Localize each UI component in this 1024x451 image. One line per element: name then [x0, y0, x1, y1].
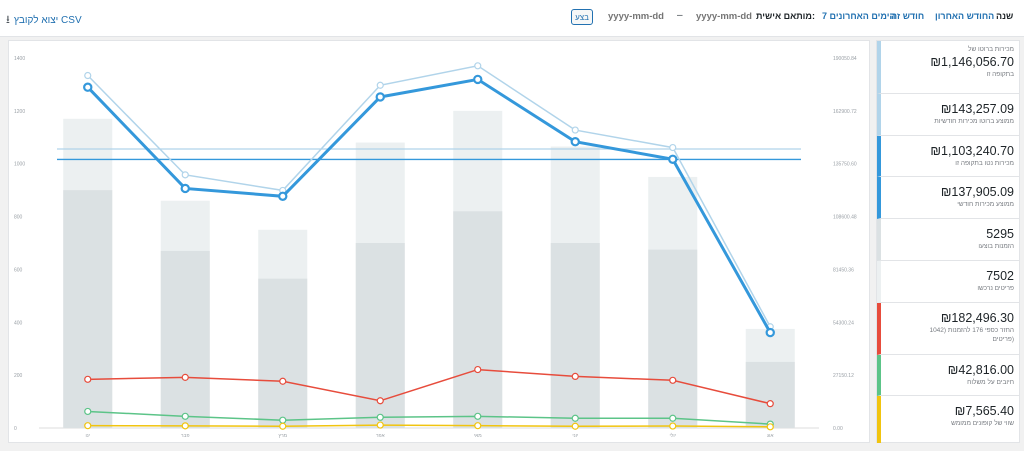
series-point [376, 81, 384, 89]
series-point [474, 62, 482, 70]
series-point [181, 412, 189, 420]
series-point [181, 422, 189, 430]
x-axis-tick-label: מאי [474, 433, 482, 439]
sales-chart: 0 200 400 600 800 1000 1200 1400 0.00 27150.12 543… [14, 56, 857, 439]
series-point [669, 422, 677, 430]
series-point [669, 143, 677, 152]
series-point [376, 413, 384, 421]
x-axis-tick-label: יוני [572, 433, 578, 439]
stat-net-average[interactable]: ₪137,905.09 ממוצע מכירות חודשי [877, 177, 1020, 219]
bar [550, 243, 600, 428]
series-point [279, 422, 287, 430]
series-point [84, 407, 92, 416]
tab-year[interactable]: שנה [996, 11, 1014, 21]
stat-orders-placed[interactable]: 5295 הזמנות בוצעו [877, 219, 1020, 261]
sales-chart-panel: 0 200 400 600 800 1000 1200 1400 0.00 27150.12 543… [8, 40, 870, 443]
series-point [376, 397, 384, 405]
series-line [87, 424, 771, 428]
date-to-input[interactable] [602, 10, 670, 23]
x-axis-tick-label: אוג [767, 433, 774, 439]
series-point [669, 414, 677, 422]
bar [160, 250, 210, 428]
series-point [570, 137, 580, 147]
series-line [86, 77, 772, 334]
right-axis-tick-label: 81450.36 [833, 267, 854, 273]
left-axis-tick-label: 200 [14, 373, 23, 379]
bar [63, 190, 113, 428]
series-point [84, 71, 92, 80]
bar [745, 361, 795, 428]
right-axis-tick-label: 108600.48 [833, 215, 857, 221]
right-axis-tick-label: 135750.60 [833, 162, 857, 168]
date-separator: – [677, 10, 683, 21]
series-point [766, 400, 774, 408]
left-axis-tick-label: 400 [14, 320, 23, 326]
stat-gross-sales[interactable]: מכירות ברוטו של ₪1,146,056.70 בתקופה זו [877, 41, 1020, 94]
series-point [571, 372, 579, 380]
x-axis-tick-label: מרץ [278, 433, 287, 439]
tab-last-month[interactable]: החודש האחרון [935, 11, 995, 21]
series-point [571, 414, 579, 422]
series-point [83, 82, 93, 92]
stat-refunds[interactable]: ₪182,496.30 החזר כספי 176 להזמנות (1042 … [877, 303, 1020, 355]
tab-last-7-days[interactable]: 7 הימים האחרונים [822, 11, 896, 21]
stat-items-purchased[interactable]: 7502 פריטים נרכשו [877, 261, 1020, 303]
export-csv-link[interactable]: ⭳ יצוא לקובץ CSV [6, 11, 82, 30]
series-point [474, 365, 482, 374]
bar [453, 211, 503, 428]
stat-shipping[interactable]: ₪42,816.00 חיובים על משלוח [877, 355, 1020, 396]
series-point [375, 92, 385, 102]
stat-net-sales[interactable]: ₪1,103,240.70 מכירות נטו בתקופה זו [877, 136, 1020, 177]
bar [258, 278, 308, 428]
stat-coupons[interactable]: ₪7,565.40 שווי של קופונים ממומש [877, 396, 1020, 443]
right-axis-tick-label: 54300.24 [833, 320, 854, 326]
x-axis-tick-label: ינו [85, 433, 90, 439]
series-point [181, 373, 189, 381]
series-point [765, 327, 775, 338]
x-axis-tick-label: פבר [181, 433, 190, 439]
apply-button[interactable]: בצע [571, 9, 593, 25]
series-point [473, 74, 483, 85]
series-point [84, 422, 92, 430]
series-line [87, 64, 771, 328]
series-line [87, 368, 771, 405]
bar [648, 249, 698, 428]
custom-range-label: מותאם אישית: [756, 11, 815, 21]
series-point [180, 183, 190, 194]
download-icon: ⭳ [6, 14, 10, 26]
left-axis-tick-label: 800 [14, 215, 23, 221]
series-point [571, 126, 579, 134]
right-axis-tick-label: 190050.84 [833, 56, 857, 62]
export-csv-label: יצוא לקובץ CSV [13, 15, 82, 26]
stat-gross-average[interactable]: ₪143,257.09 ממוצע ברוטו מכירות חודשיות [877, 94, 1020, 136]
series-point [766, 423, 774, 431]
x-axis-tick-label: אפר [376, 433, 386, 439]
series-point [474, 412, 482, 420]
right-axis-tick-label: 0.00 [833, 426, 843, 432]
report-toolbar: ⭳ יצוא לקובץ CSV בצע – מותאם אישית: 7 הי… [0, 0, 1024, 37]
series-point [181, 171, 189, 179]
left-axis-tick-label: 1200 [14, 109, 25, 115]
series-point [474, 422, 482, 430]
series-point [376, 421, 384, 429]
tab-this-month[interactable]: חודש זה [891, 11, 925, 21]
series-point [279, 416, 287, 424]
series-point [669, 376, 677, 384]
series-point [279, 377, 287, 385]
series-line [87, 410, 771, 425]
series-point [668, 154, 678, 164]
right-axis-tick-label: 162900.72 [833, 109, 857, 115]
x-axis-tick-label: יולי [669, 432, 676, 439]
left-axis-tick-label: 1000 [14, 162, 25, 168]
left-axis-tick-label: 1400 [14, 56, 25, 62]
left-axis-tick-label: 600 [14, 267, 23, 273]
stats-legend: מכירות ברוטו של ₪1,146,056.70 בתקופה זו … [876, 40, 1020, 443]
series-point [84, 375, 92, 383]
date-from-input[interactable] [690, 10, 758, 23]
series-point [571, 422, 579, 430]
right-axis-tick-label: 27150.12 [833, 373, 854, 379]
series-point [278, 191, 288, 201]
left-axis-tick-label: 0 [14, 426, 17, 432]
